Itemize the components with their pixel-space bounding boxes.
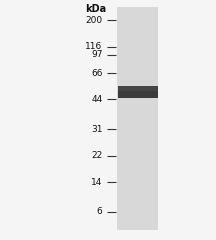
Text: 97: 97	[91, 50, 103, 59]
Text: 31: 31	[91, 125, 103, 134]
Text: 200: 200	[86, 16, 103, 25]
Text: 6: 6	[97, 207, 103, 216]
Text: kDa: kDa	[85, 4, 106, 14]
Text: 22: 22	[91, 151, 103, 161]
Bar	[118, 86, 158, 98]
Text: 66: 66	[91, 69, 103, 78]
Text: 44: 44	[91, 95, 103, 104]
Bar	[117, 7, 158, 230]
Text: 14: 14	[91, 178, 103, 187]
Bar	[118, 86, 158, 91]
Text: 116: 116	[85, 42, 103, 51]
